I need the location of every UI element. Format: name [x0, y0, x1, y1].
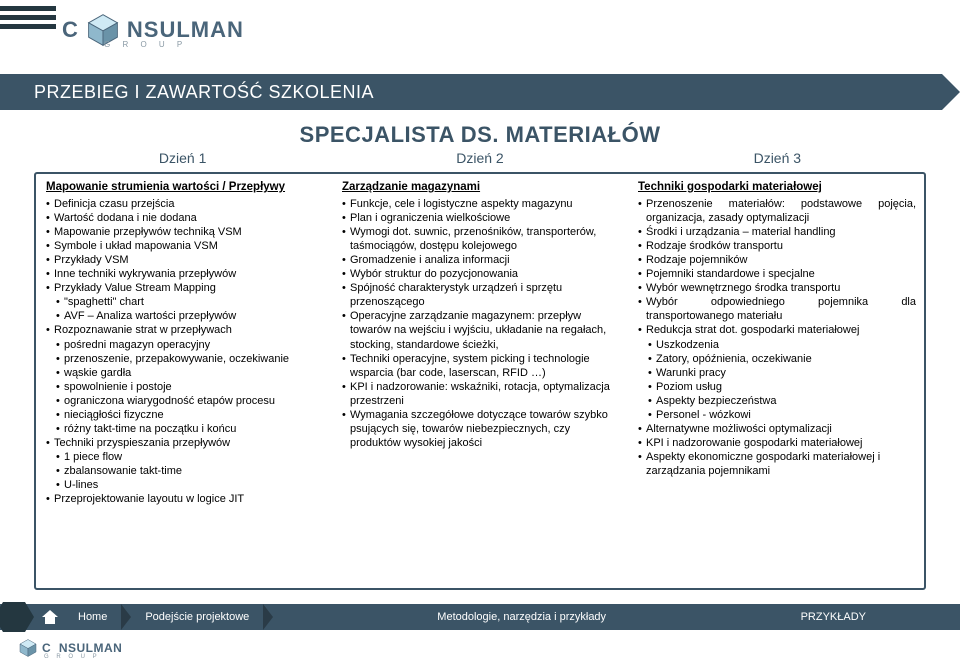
header-stripes: [0, 6, 56, 33]
day-2-label: Dzień 2: [331, 150, 628, 166]
list-item: Symbole i układ mapowania VSM: [46, 239, 324, 253]
list-item: "spaghetti" chart: [46, 295, 324, 309]
list-item: Wybór struktur do pozycjonowania: [342, 267, 620, 281]
footer-logo: C NSULMAN G R O U P: [18, 638, 122, 658]
list-item: AVF – Analiza wartości przepływów: [46, 309, 324, 323]
list-item: Poziom usług: [638, 380, 916, 394]
columns-box: Mapowanie strumienia wartości / Przepływ…: [34, 172, 926, 590]
footer-logo-sub: G R O U P: [44, 654, 100, 660]
list-item: Przeprojektowanie layoutu w logice JIT: [46, 492, 324, 506]
list-item: Plan i ograniczenia wielkościowe: [342, 211, 620, 225]
footer-cube-icon: [18, 638, 38, 658]
list-item: wąskie gardła: [46, 366, 324, 380]
home-icon[interactable]: [42, 610, 58, 624]
list-item: Rozpoznawanie strat w przepływach: [46, 323, 324, 337]
list-item: KPI i nadzorowanie: wskaźniki, rotacja, …: [342, 380, 620, 408]
list-item: przenoszenie, przepakowywanie, oczekiwan…: [46, 352, 324, 366]
list-item: Przenoszenie materiałów: podstawowe poję…: [638, 197, 916, 225]
list-item: Pojemniki standardowe i specjalne: [638, 267, 916, 281]
day-row: Dzień 1 Dzień 2 Dzień 3: [34, 150, 926, 166]
list-item: Aspekty ekonomiczne gospodarki materiało…: [638, 450, 916, 478]
list-item: zbalansowanie takt-time: [46, 464, 324, 478]
logo-subtext: G R O U P: [104, 40, 187, 49]
nav-sep-2: [263, 604, 273, 630]
list-item: Funkcje, cele i logistyczne aspekty maga…: [342, 197, 620, 211]
column-list: Funkcje, cele i logistyczne aspekty maga…: [342, 197, 620, 450]
nav-approach[interactable]: Podejście projektowe: [131, 611, 263, 623]
list-item: spowolnienie i postoje: [46, 380, 324, 394]
nav-methodologies[interactable]: Metodologie, narzędzia i przykłady: [423, 611, 620, 623]
column-list: Przenoszenie materiałów: podstawowe poję…: [638, 197, 916, 479]
list-item: Wybór wewnętrznego środka transportu: [638, 281, 916, 295]
list-item: Mapowanie przepływów techniką VSM: [46, 225, 324, 239]
header: C NSULMAN G R O U P Doradztwo organizacy…: [0, 0, 960, 70]
list-item: Inne techniki wykrywania przepływów: [46, 267, 324, 281]
day-3-label: Dzień 3: [629, 150, 926, 166]
list-item: nieciągłości fizyczne: [46, 408, 324, 422]
list-item: Środki i urządzania – material handling: [638, 225, 916, 239]
list-item: Techniki operacyjne, system picking i te…: [342, 352, 620, 380]
page-title: PRZEBIEG I ZAWARTOŚĆ SZKOLENIA: [0, 82, 374, 102]
list-item: Przykłady Value Stream Mapping: [46, 281, 324, 295]
nav-examples[interactable]: PRZYKŁADY: [787, 611, 880, 623]
list-item: Spójność charakterystyk urządzeń i sprzę…: [342, 281, 620, 309]
list-item: Aspekty bezpieczeństwa: [638, 394, 916, 408]
column-heading: Techniki gospodarki materiałowej: [638, 180, 916, 195]
list-item: Wybór odpowiedniego pojemnika dla transp…: [638, 295, 916, 323]
list-item: 1 piece flow: [46, 450, 324, 464]
nav-home[interactable]: Home: [64, 611, 121, 623]
column-heading: Mapowanie strumienia wartości / Przepływ…: [46, 180, 324, 195]
slide: C NSULMAN G R O U P Doradztwo organizacy…: [0, 0, 960, 660]
logo-text-c: C: [62, 17, 79, 43]
nav-sep-1: [121, 604, 131, 630]
list-item: Warunki pracy: [638, 366, 916, 380]
list-item: ograniczona wiarygodność etapów procesu: [46, 394, 324, 408]
column-day-1: Mapowanie strumienia wartości / Przepływ…: [36, 174, 332, 588]
list-item: Rodzaje pojemników: [638, 253, 916, 267]
list-item: Wymogi dot. suwnic, przenośników, transp…: [342, 225, 620, 253]
list-item: Zatory, opóźnienia, oczekiwanie: [638, 352, 916, 366]
list-item: Gromadzenie i analiza informacji: [342, 253, 620, 267]
day-1-label: Dzień 1: [34, 150, 331, 166]
list-item: Alternatywne możliwości optymalizacji: [638, 422, 916, 436]
nav-hex-icon: [0, 600, 36, 634]
list-item: Przykłady VSM: [46, 253, 324, 267]
list-item: Redukcja strat dot. gospodarki materiało…: [638, 323, 916, 337]
list-item: Wartość dodana i nie dodana: [46, 211, 324, 225]
list-item: Rodzaje środków transportu: [638, 239, 916, 253]
list-item: Operacyjne zarządzanie magazynem: przepł…: [342, 309, 620, 351]
tagline: Doradztwo organizacyjne i szkolenia: [728, 56, 938, 71]
list-item: U-lines: [46, 478, 324, 492]
column-heading: Zarządzanie magazynami: [342, 180, 620, 195]
footer-logo-text: C NSULMAN: [42, 641, 122, 655]
list-item: różny takt-time na początku i końcu: [46, 422, 324, 436]
list-item: pośredni magazyn operacyjny: [46, 338, 324, 352]
list-item: KPI i nadzorowanie gospodarki materiałow…: [638, 436, 916, 450]
list-item: Uszkodzenia: [638, 338, 916, 352]
list-item: Personel - wózkowi: [638, 408, 916, 422]
title-bar: PRZEBIEG I ZAWARTOŚĆ SZKOLENIA: [0, 74, 942, 110]
headline: SPECJALISTA DS. MATERIAŁÓW: [0, 122, 960, 148]
column-day-3: Techniki gospodarki materiałowej Przenosz…: [628, 174, 924, 588]
bottom-nav: Home Podejście projektowe Metodologie, n…: [0, 604, 960, 630]
list-item: Wymagania szczegółowe dotyczące towarów …: [342, 408, 620, 450]
list-item: Definicja czasu przejścia: [46, 197, 324, 211]
title-bar-arrow: [942, 74, 960, 110]
column-day-2: Zarządzanie magazynami Funkcje, cele i lo…: [332, 174, 628, 588]
list-item: Techniki przyspieszania przepływów: [46, 436, 324, 450]
column-list: Definicja czasu przejściaWartość dodana …: [46, 197, 324, 507]
